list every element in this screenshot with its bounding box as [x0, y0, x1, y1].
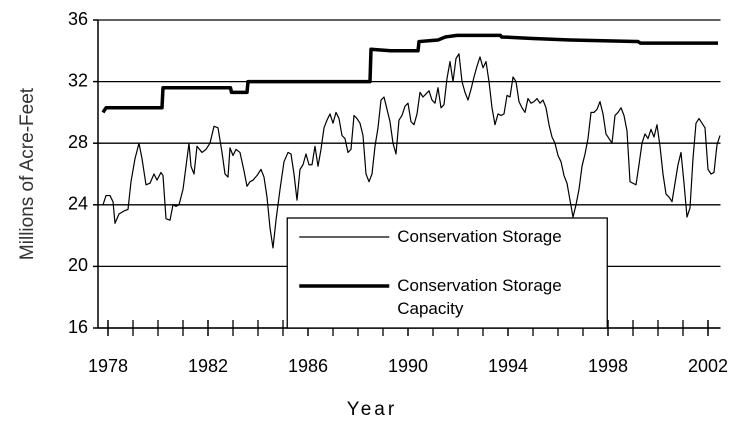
legend-item: Conservation Storage Capacity — [397, 276, 562, 318]
x-tick-label: 1990 — [388, 356, 428, 376]
y-axis-label: Millions of Acre-Feet — [17, 87, 38, 260]
y-tick-label: 20 — [68, 255, 88, 275]
y-tick-label: 28 — [68, 132, 88, 152]
y-tick-label: 16 — [68, 317, 88, 337]
x-tick-label: 1994 — [488, 356, 528, 376]
legend-label: Conservation Storage — [397, 227, 562, 246]
y-tick-label: 36 — [68, 9, 88, 29]
x-tick-label: 1982 — [188, 356, 228, 376]
legend-item: Conservation Storage — [397, 227, 562, 246]
y-tick-label: 32 — [68, 70, 88, 90]
x-tick-label: 1998 — [588, 356, 628, 376]
legend-label: Conservation Storage Capacity — [397, 276, 562, 318]
x-tick-label: 1978 — [88, 356, 128, 376]
y-tick-label: 24 — [68, 194, 88, 214]
x-axis-label: Year — [347, 399, 397, 420]
x-tick-label: 2002 — [688, 356, 728, 376]
legend-box — [286, 217, 608, 329]
series-line — [102, 53, 721, 249]
x-tick-label: 1986 — [288, 356, 328, 376]
series-line — [101, 33, 718, 114]
